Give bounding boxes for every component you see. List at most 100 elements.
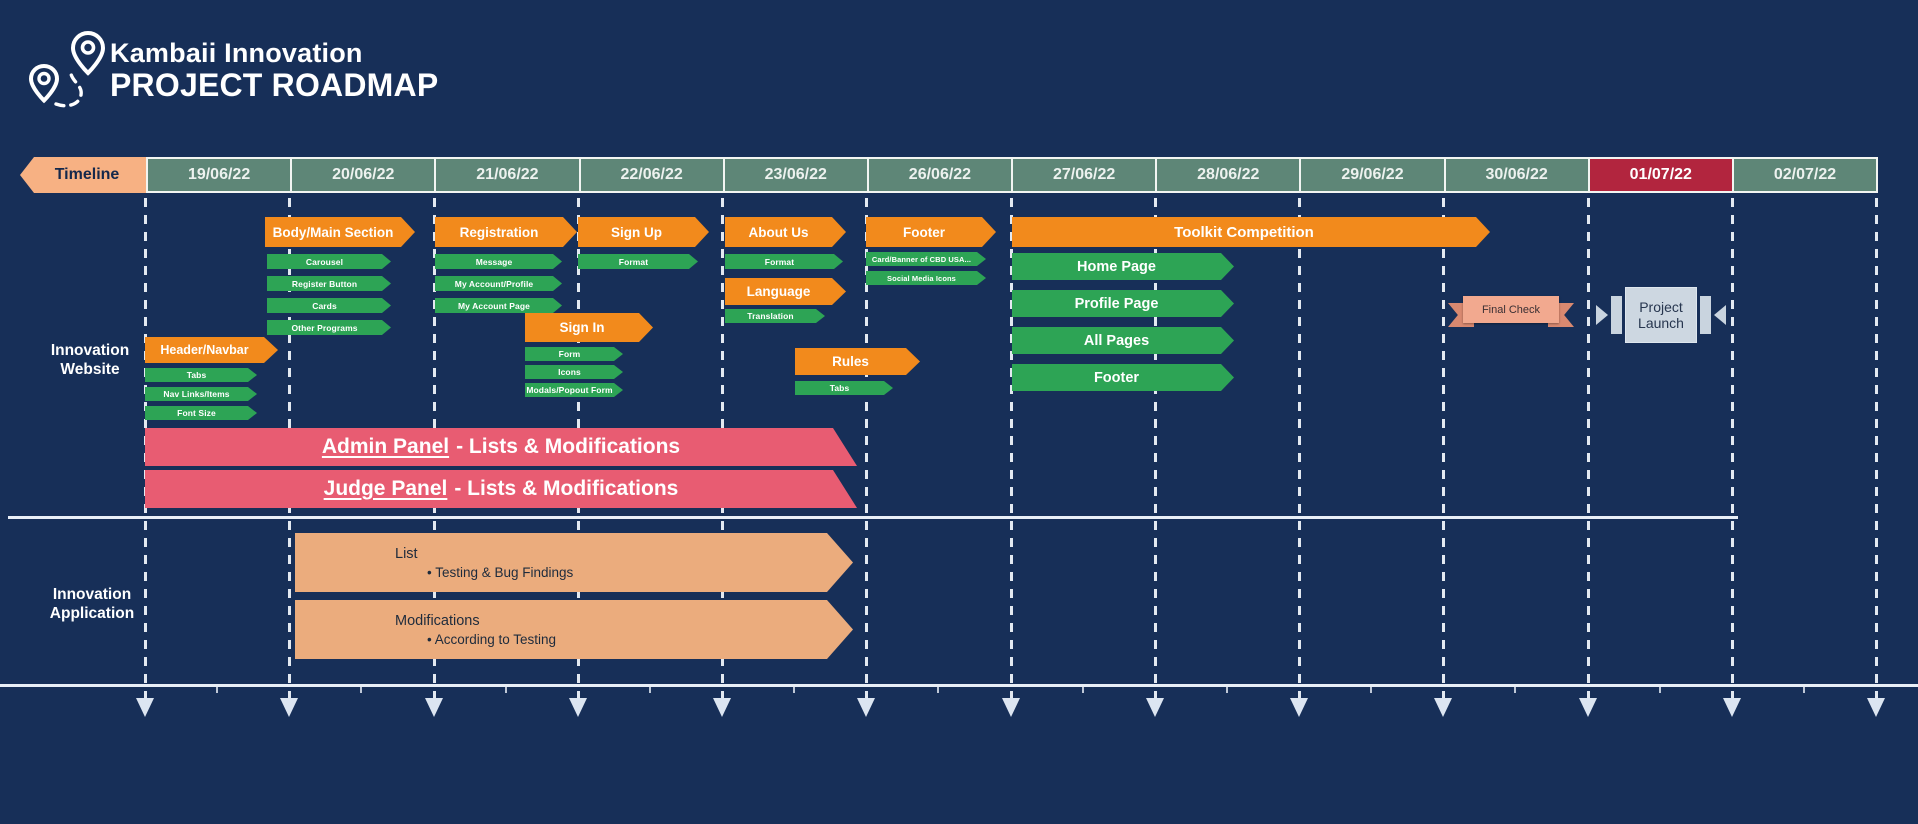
subtask-bar-rules-tabs: Tabs bbox=[795, 381, 893, 395]
task-bar-footer: Footer bbox=[866, 217, 996, 247]
project-launch-label: Project Launch bbox=[1625, 287, 1697, 343]
route-pins-icon bbox=[25, 28, 120, 113]
axis-tick bbox=[1659, 687, 1661, 693]
date-cell-29-06-22: 29/06/22 bbox=[1301, 159, 1444, 191]
lane-application-line2: Application bbox=[49, 605, 135, 623]
task-bar-header-navbar: Header/Navbar bbox=[145, 337, 278, 363]
subtask-bar-icons: Icons bbox=[525, 365, 623, 379]
axis-tick bbox=[1514, 687, 1516, 693]
subtask-bar-pages-footer: Footer bbox=[1012, 364, 1234, 391]
axis-tick bbox=[1370, 687, 1372, 693]
subtask-bar-my-account-page: My Account Page bbox=[435, 298, 562, 313]
app-task-name: Modifications bbox=[395, 612, 480, 629]
timeline-arrow-icon bbox=[425, 698, 443, 717]
timeline-arrow-icon bbox=[280, 698, 298, 717]
date-cell-19-06-22: 19/06/22 bbox=[148, 159, 291, 191]
launch-side-bar bbox=[1611, 296, 1623, 334]
project-launch-milestone: Project Launch bbox=[1596, 287, 1727, 343]
brand-title-line1: Kambaii Innovation bbox=[110, 38, 363, 68]
subtask-bar-font-size: Font Size bbox=[145, 406, 257, 420]
date-cell-26-06-22: 26/06/22 bbox=[868, 159, 1012, 191]
app-task-detail: • According to Testing bbox=[427, 631, 557, 647]
task-bar-modifications: Modifications • According to Testing bbox=[295, 600, 853, 659]
timeline-arrow-icon bbox=[569, 698, 587, 717]
app-task-name: List bbox=[395, 545, 418, 562]
subtask-bar-modals-popout-form: Modals/Popout Form bbox=[525, 383, 623, 397]
timeline-arrow-icon bbox=[1723, 698, 1741, 717]
subtask-bar-aboutus-format: Format bbox=[725, 254, 843, 269]
date-cell-28-06-22: 28/06/22 bbox=[1157, 159, 1300, 191]
timeline-label: Timeline bbox=[20, 157, 146, 193]
axis-tick bbox=[937, 687, 939, 693]
grid-dashed-line bbox=[1010, 198, 1013, 698]
admin-panel-suffix: - Lists & Modifications bbox=[456, 435, 681, 458]
task-bar-admin-panel: Admin Panel - Lists & Modifications bbox=[145, 428, 857, 466]
app-task-detail: • Testing & Bug Findings bbox=[427, 564, 574, 580]
lane-label-innovation-website: Innovation Website bbox=[28, 341, 152, 380]
subtask-bar-cards: Cards bbox=[267, 298, 391, 313]
lane-application-line1: Innovation bbox=[52, 586, 132, 603]
bottom-axis-line bbox=[0, 684, 1918, 687]
subtask-bar-all-pages: All Pages bbox=[1012, 327, 1234, 354]
lane-website-line1: Innovation bbox=[50, 342, 130, 359]
subtask-bar-form: Form bbox=[525, 347, 623, 361]
date-cell-02-07-22: 02/07/22 bbox=[1733, 159, 1877, 191]
timeline-arrow-icon bbox=[713, 698, 731, 717]
admin-panel-name: Admin Panel bbox=[321, 435, 450, 458]
subtask-bar-other-programs: Other Programs bbox=[267, 320, 391, 335]
timeline-arrow-icon bbox=[1579, 698, 1597, 717]
lane-website-line2: Website bbox=[60, 361, 120, 379]
subtask-bar-social-media-icons: Social Media Icons bbox=[866, 271, 986, 285]
final-check-label: Final Check bbox=[1463, 296, 1559, 323]
grid-dashed-line bbox=[865, 198, 868, 698]
lane-label-innovation-application: Innovation Application bbox=[22, 585, 162, 624]
subtask-bar-my-account-profile: My Account/Profile bbox=[435, 276, 562, 291]
timeline-arrow-icon bbox=[1002, 698, 1020, 717]
date-cell-30-06-22: 30/06/22 bbox=[1445, 159, 1588, 191]
launch-chevron-right-icon bbox=[1596, 305, 1608, 325]
date-cell-23-06-22: 23/06/22 bbox=[724, 159, 867, 191]
axis-tick bbox=[1082, 687, 1084, 693]
subtask-bar-register-button: Register Button bbox=[267, 276, 391, 291]
axis-tick bbox=[216, 687, 218, 693]
axis-tick bbox=[1803, 687, 1805, 693]
grid-dashed-line bbox=[1154, 198, 1157, 698]
task-bar-body-main-section: Body/Main Section bbox=[265, 217, 415, 247]
axis-tick bbox=[793, 687, 795, 693]
task-bar-registration: Registration bbox=[435, 217, 577, 247]
grid-dashed-line bbox=[1731, 198, 1734, 698]
task-bar-sign-in: Sign In bbox=[525, 313, 653, 342]
final-check-ribbon: Final Check bbox=[1448, 294, 1574, 328]
subtask-bar-home-page: Home Page bbox=[1012, 253, 1234, 280]
date-cell-27-06-22: 27/06/22 bbox=[1013, 159, 1156, 191]
axis-tick bbox=[1226, 687, 1228, 693]
grid-dashed-line bbox=[1442, 198, 1445, 698]
axis-tick bbox=[360, 687, 362, 693]
axis-tick bbox=[505, 687, 507, 693]
timeline-arrow-icon bbox=[857, 698, 875, 717]
subtask-bar-profile-page: Profile Page bbox=[1012, 290, 1234, 317]
task-bar-about-us: About Us bbox=[725, 217, 846, 247]
grid-dashed-line bbox=[1587, 198, 1590, 698]
subtask-bar-translation: Translation bbox=[725, 309, 825, 323]
page-title: Kambaii Innovation PROJECT ROADMAP bbox=[110, 38, 438, 104]
judge-panel-suffix: - Lists & Modifications bbox=[454, 477, 679, 500]
subtask-bar-card-banner: Card/Banner of CBD USA... bbox=[866, 252, 986, 266]
date-cell-20-06-22: 20/06/22 bbox=[292, 159, 435, 191]
grid-dashed-line bbox=[1298, 198, 1301, 698]
launch-chevron-left-icon bbox=[1714, 305, 1727, 325]
task-bar-sign-up: Sign Up bbox=[578, 217, 709, 247]
judge-panel-name: Judge Panel bbox=[323, 477, 448, 500]
brand-title-line2: PROJECT ROADMAP bbox=[110, 67, 439, 104]
timeline-header: 19/06/22 20/06/22 21/06/22 22/06/22 23/0… bbox=[146, 157, 1878, 193]
date-cell-01-07-22-highlighted: 01/07/22 bbox=[1589, 159, 1732, 191]
axis-tick bbox=[649, 687, 651, 693]
timeline-arrow-icon bbox=[136, 698, 154, 717]
date-cell-21-06-22: 21/06/22 bbox=[436, 159, 579, 191]
date-cell-22-06-22: 22/06/22 bbox=[580, 159, 723, 191]
subtask-bar-tabs: Tabs bbox=[145, 368, 257, 382]
subtask-bar-nav-links-items: Nav Links/Items bbox=[145, 387, 257, 401]
timeline-arrow-icon bbox=[1434, 698, 1452, 717]
launch-side-bar bbox=[1699, 296, 1712, 334]
